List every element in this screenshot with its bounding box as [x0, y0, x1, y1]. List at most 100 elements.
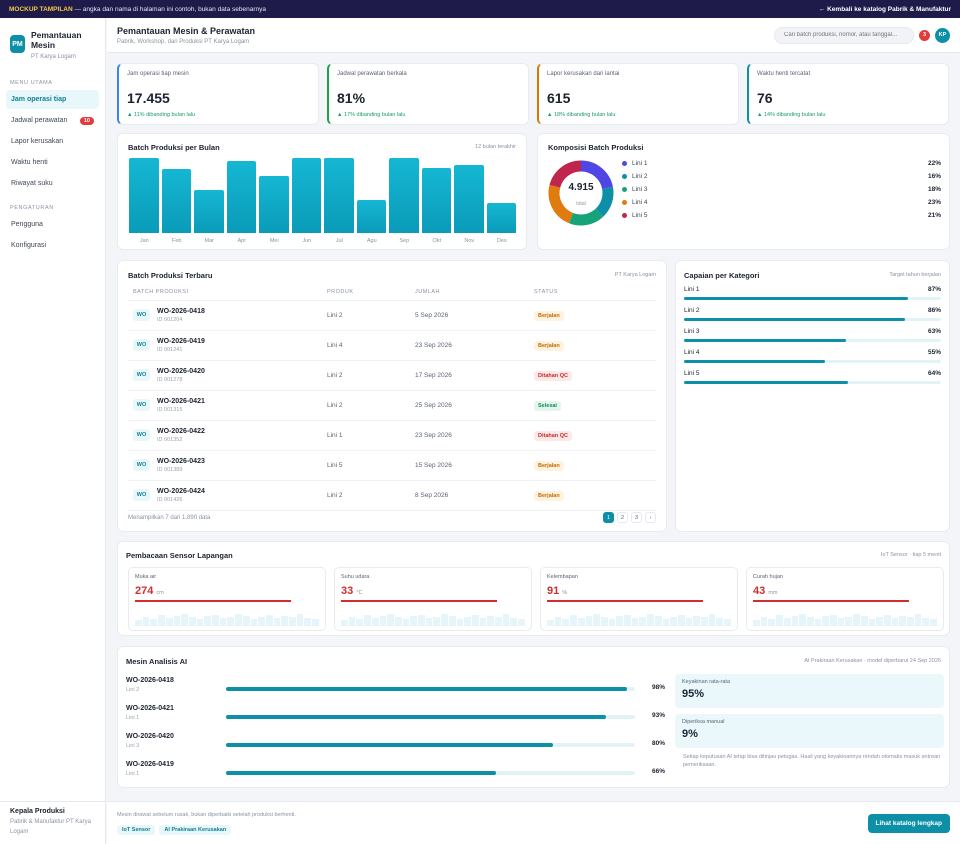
bar-jan: [129, 158, 159, 233]
ai-confidence-fill: [226, 771, 496, 775]
footer-chip[interactable]: IoT Sensor: [117, 825, 156, 835]
kpi-change: ▲ 14% dibanding bulan lalu: [757, 112, 826, 118]
status-cell: Ditahan QC: [534, 420, 656, 451]
table-row[interactable]: WO WO-2026-0422 ID 001352 Lini 1 23 Sep 2026…: [128, 420, 656, 451]
sidebar-item-main-3[interactable]: Waktu henti: [6, 153, 99, 172]
batch-cell: WO WO-2026-0419 ID 001241: [128, 330, 327, 361]
legend-label: Lini 3: [632, 186, 648, 193]
sidebar-user: Kepala Produksi Pabrik & Manufaktur PT K…: [0, 801, 105, 844]
bar-mar: [194, 190, 224, 233]
ai-batch-id: WO-2026-0420: [126, 733, 174, 740]
notification-badge[interactable]: 3: [919, 29, 930, 41]
target-track: [684, 318, 941, 321]
batch-sub-id: ID 001278: [157, 376, 183, 383]
page-button[interactable]: 2: [617, 512, 628, 523]
bar-nov: [454, 164, 484, 233]
page-subtitle: Pabrik, Workshop, dan Produksi PT Karya …: [117, 38, 250, 45]
target-value: 63%: [927, 328, 941, 335]
sidebar-item-main-2[interactable]: Lapor kerusakan: [6, 132, 99, 151]
batch-cell: WO WO-2026-0418 ID 001204: [128, 300, 327, 331]
table-row[interactable]: WO WO-2026-0420 ID 001278 Lini 2 17 Sep 2026…: [128, 360, 656, 391]
bar-chart: [128, 158, 516, 233]
targets-title: Capaian per Kategori: [684, 271, 760, 280]
table-row[interactable]: WO WO-2026-0421 ID 001315 Lini 2 25 Sep 2026…: [128, 390, 656, 421]
donut-slice-3: [569, 208, 604, 226]
sidebar-item-label: Jam operasi tiap: [11, 96, 67, 103]
batch-id: WO-2026-0422: [157, 427, 205, 435]
bar-tick-label: Jul: [335, 238, 343, 244]
sidebar-item-main-4[interactable]: Riwayat suku: [6, 174, 99, 193]
sensor-label: Kelembapan: [547, 574, 578, 580]
targets-card: Capaian per Kategori Target tahun berjal…: [675, 260, 950, 532]
product-cell: Lini 4: [327, 330, 415, 361]
mockup-note: — angka dan nama di halaman ini contoh, …: [72, 5, 267, 13]
page-button[interactable]: 3: [631, 512, 642, 523]
bar-tick-label: Okt: [432, 238, 442, 244]
sensor-label: Curah hujan: [753, 574, 783, 580]
ai-note: AI Prakiraan Kerusakan · model diperbaru…: [804, 658, 941, 664]
avatar[interactable]: KP: [935, 27, 950, 43]
sidebar-item-badge: 10: [79, 116, 94, 125]
date-cell: 5 Sep 2026: [415, 300, 534, 331]
batch-badge: WO: [133, 309, 150, 321]
legend-dot: [622, 200, 627, 205]
ai-confidence-fill: [226, 687, 627, 691]
sensor-level-line: [135, 600, 292, 602]
status-cell: Berjalan: [534, 480, 656, 511]
batch-id: WO-2026-0423: [157, 457, 205, 465]
batch-badge: WO: [133, 339, 150, 351]
batch-sub-id: ID 001352: [157, 436, 183, 443]
sidebar-section-settings: PENGATURAN: [10, 205, 54, 211]
legend-percent: 16%: [927, 173, 941, 180]
table-footer: Menampilkan 7 dari 1.890 data: [128, 515, 211, 521]
product-cell: Lini 2: [327, 300, 415, 331]
batch-table-note: PT Karya Logam: [614, 272, 656, 278]
date-cell: 15 Sep 2026: [415, 450, 534, 481]
sensor-sparkline: [753, 612, 937, 626]
kpi-change: ▲ 18% dibanding bulan lalu: [547, 112, 616, 118]
sidebar-item-main-1[interactable]: Jadwal perawatan 10: [6, 111, 99, 130]
target-value: 55%: [927, 349, 941, 356]
sidebar-item-main-0[interactable]: Jam operasi tiap: [6, 90, 99, 109]
donut-total: 4.915: [568, 182, 594, 193]
sidebar-item-settings-0[interactable]: Pengguna: [6, 215, 99, 234]
sidebar-item-settings-1[interactable]: Konfigurasi: [6, 236, 99, 255]
brand-subtitle: PT Karya Logam: [30, 54, 76, 60]
ai-stat-label: Keyakinan rata-rata: [682, 679, 730, 685]
column-header: JUMLAH: [415, 285, 534, 301]
ai-stat-box: Keyakinan rata-rata 95%: [675, 674, 944, 708]
back-to-catalog-link[interactable]: ← Kembali ke katalog Pabrik & Manufaktur: [818, 5, 951, 13]
sensor-value: 91 %: [547, 585, 731, 597]
sensor-sparkline: [341, 612, 525, 626]
bar-sep: [389, 158, 419, 233]
batch-sub-id: ID 001426: [157, 496, 183, 503]
sensor-number: 33: [341, 585, 354, 597]
donut-slice-4: [548, 184, 574, 224]
donut-total-label: total: [576, 201, 586, 207]
status-cell: Ditahan QC: [534, 360, 656, 391]
table-row[interactable]: WO WO-2026-0423 ID 001389 Lini 5 15 Sep 2026…: [128, 450, 656, 481]
search-input[interactable]: [774, 26, 914, 44]
batch-badge: WO: [133, 429, 150, 441]
target-fill: [684, 339, 846, 342]
batch-chart-title: Batch Produksi per Bulan: [128, 143, 220, 152]
page-button[interactable]: 1: [603, 512, 614, 523]
ai-disclaimer: Setiap keputusan AI tetap bisa ditinjau …: [683, 754, 941, 768]
bar-jul: [324, 158, 354, 233]
date-cell: 25 Sep 2026: [415, 390, 534, 421]
page-button[interactable]: ›: [645, 512, 656, 523]
target-value: 87%: [927, 286, 941, 293]
sidebar-item-label: Jadwal perawatan: [11, 117, 68, 124]
batch-table: BATCH PRODUKSI PRODUK JUMLAH STATUS WO WO-20…: [128, 285, 656, 511]
catalog-button[interactable]: Lihat katalog lengkap: [867, 814, 950, 833]
footer-chip[interactable]: AI Prakiraan Kerusakan: [159, 825, 232, 835]
legend-percent: 23%: [927, 199, 941, 206]
sidebar-section-main: MENU UTAMA: [10, 80, 53, 86]
table-row[interactable]: WO WO-2026-0419 ID 001241 Lini 4 23 Sep 2026…: [128, 330, 656, 361]
ai-batch-id: WO-2026-0421: [126, 705, 174, 712]
bar-feb: [161, 169, 191, 233]
donut-chart: [548, 160, 614, 226]
kpi-card: Lapor kerusakan dari lantai 615 ▲ 18% diba…: [537, 63, 739, 125]
